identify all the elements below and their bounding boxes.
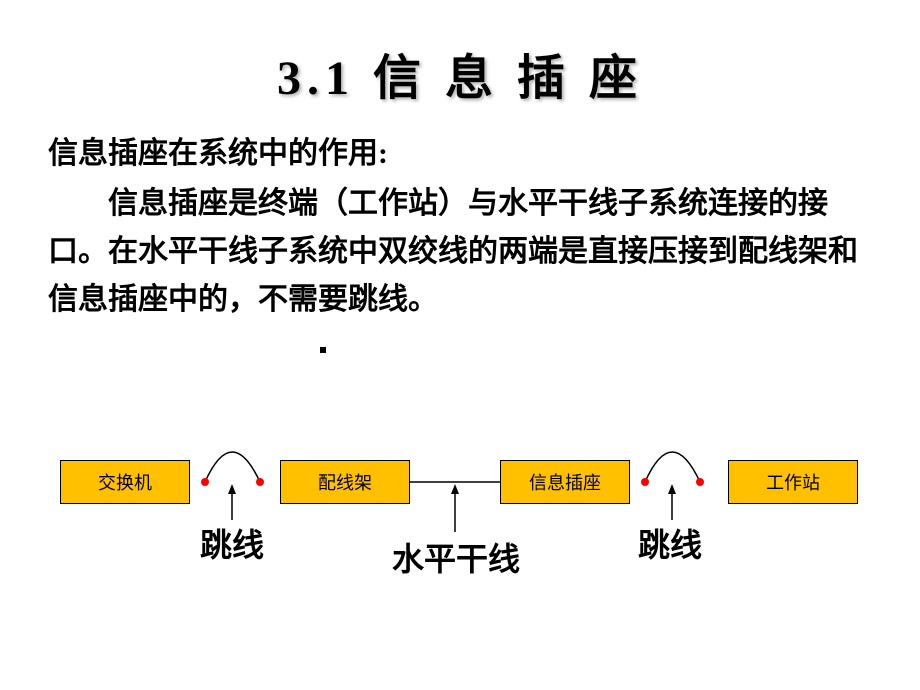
arrow-head xyxy=(228,484,236,494)
jumper-dot xyxy=(256,478,264,486)
label-jumper-right: 跳线 xyxy=(638,520,702,566)
jumper-arc-right xyxy=(645,452,700,482)
body-paragraph: 信息插座是终端（工作站）与水平干线子系统连接的接口。在水平干线子系统中双绞线的两… xyxy=(0,172,920,324)
jumper-arc-left xyxy=(205,452,260,482)
arrow-head xyxy=(668,484,676,494)
jumper-dot xyxy=(641,478,649,486)
label-jumper-left: 跳线 xyxy=(200,520,264,566)
jumper-dot xyxy=(201,478,209,486)
bullet-marker xyxy=(320,347,326,353)
jumper-dot xyxy=(696,478,704,486)
network-diagram: 交换机 配线架 信息插座 工作站 跳线 跳线 水平干线 xyxy=(0,440,920,640)
box-patch-panel: 配线架 xyxy=(280,460,410,504)
box-workstation: 工作站 xyxy=(728,460,858,504)
box-outlet: 信息插座 xyxy=(500,460,630,504)
label-horizontal-trunk: 水平干线 xyxy=(392,534,520,580)
page-title: 3.1 信 息 插 座 xyxy=(0,0,920,108)
box-switch: 交换机 xyxy=(60,460,190,504)
section-subtitle: 信息插座在系统中的作用: xyxy=(0,108,920,172)
arrow-head xyxy=(451,484,459,494)
